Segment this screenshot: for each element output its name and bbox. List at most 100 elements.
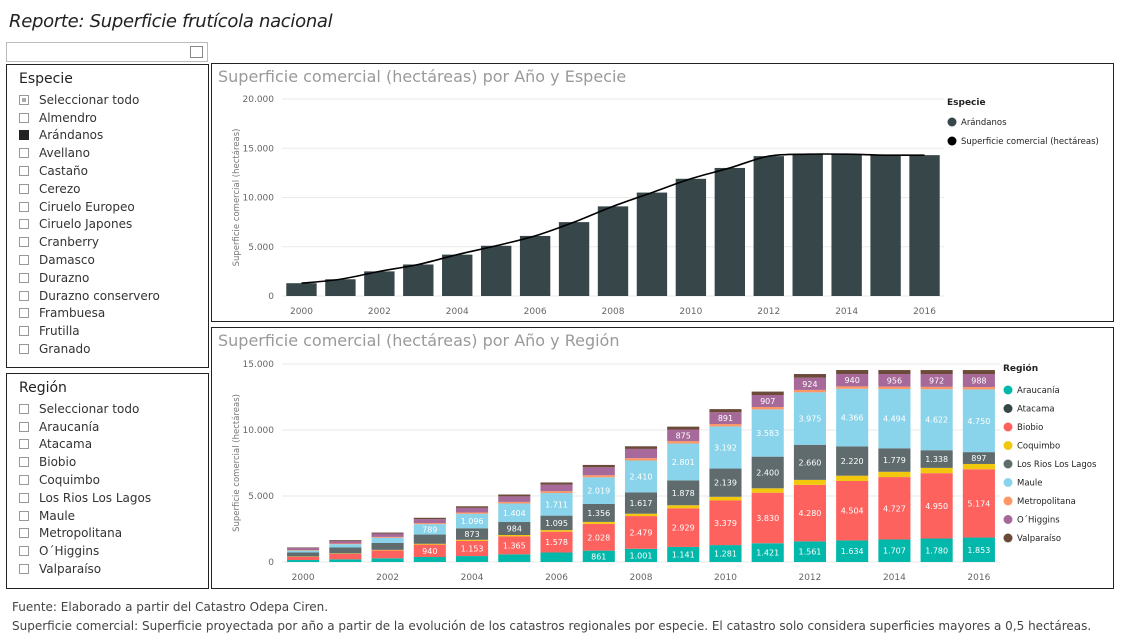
especie-item[interactable]: Frutilla bbox=[7, 322, 208, 340]
especie-item[interactable]: Seleccionar todo bbox=[7, 91, 208, 109]
stack-segment bbox=[667, 441, 700, 444]
stack-segment bbox=[962, 387, 995, 390]
y-tick-label: 0 bbox=[268, 292, 274, 302]
especie-checkbox[interactable] bbox=[19, 344, 29, 355]
stack-segment bbox=[624, 458, 658, 461]
report-title: Reporte: Superficie frutícola nacional bbox=[9, 11, 333, 32]
y-tick-label: 0 bbox=[268, 558, 274, 568]
especie-item[interactable]: Durazno bbox=[7, 269, 208, 287]
especie-checkbox[interactable] bbox=[19, 166, 29, 177]
x-tick-label: 2012 bbox=[757, 307, 780, 317]
region-item[interactable]: Maule bbox=[7, 507, 208, 525]
x-tick-label: 2010 bbox=[714, 573, 737, 583]
stack-segment bbox=[836, 388, 869, 447]
region-checkbox[interactable] bbox=[19, 564, 29, 575]
especie-item[interactable]: Cranberry bbox=[7, 233, 208, 251]
data-label: 891 bbox=[718, 414, 733, 423]
data-label: 4.504 bbox=[841, 507, 864, 516]
especie-item[interactable]: Durazno conservero bbox=[7, 287, 208, 305]
especie-item-label: Almendro bbox=[39, 110, 97, 125]
search-box[interactable] bbox=[6, 42, 208, 62]
stack-segment bbox=[793, 377, 826, 390]
especie-checkbox[interactable] bbox=[19, 326, 29, 337]
especie-checkbox[interactable] bbox=[19, 130, 29, 141]
region-item[interactable]: O´Higgins bbox=[7, 542, 208, 560]
region-checkbox[interactable] bbox=[19, 421, 29, 432]
stack-segment bbox=[667, 546, 700, 562]
especie-item[interactable]: Ciruelo Japones bbox=[7, 216, 208, 234]
y-tick-label: 15.000 bbox=[243, 144, 275, 154]
especie-item[interactable]: Castaño bbox=[7, 162, 208, 180]
especie-checkbox[interactable] bbox=[19, 183, 29, 194]
bar bbox=[909, 155, 940, 296]
especie-item[interactable]: Ciruelo Europeo bbox=[7, 198, 208, 216]
legend-marker bbox=[947, 117, 957, 127]
especie-checkbox[interactable] bbox=[19, 290, 29, 301]
legend-label: O´Higgins bbox=[1017, 515, 1060, 526]
region-item[interactable]: Araucanía bbox=[7, 418, 208, 436]
especie-checkbox[interactable] bbox=[19, 148, 29, 159]
stack-segment bbox=[287, 548, 320, 550]
especie-checkbox[interactable] bbox=[19, 308, 29, 319]
especie-checkbox[interactable] bbox=[19, 272, 29, 283]
region-checkbox[interactable] bbox=[19, 475, 29, 486]
region-checkbox[interactable] bbox=[19, 439, 29, 450]
region-item-label: Araucanía bbox=[39, 419, 100, 434]
data-label: 4.494 bbox=[883, 415, 906, 424]
region-checkbox[interactable] bbox=[19, 403, 29, 414]
especie-item[interactable]: Almendro bbox=[7, 109, 208, 127]
stack-segment bbox=[456, 556, 489, 562]
especie-item[interactable]: Arándanos bbox=[7, 127, 208, 145]
especie-checkbox[interactable] bbox=[19, 237, 29, 248]
data-label: 4.727 bbox=[883, 504, 906, 513]
region-checkbox[interactable] bbox=[19, 528, 29, 539]
legend-marker bbox=[1003, 515, 1013, 524]
region-item[interactable]: Biobio bbox=[7, 453, 208, 471]
region-checkbox[interactable] bbox=[19, 546, 29, 557]
stack-segment bbox=[582, 475, 615, 478]
especie-checkbox[interactable] bbox=[19, 112, 29, 123]
data-label: 988 bbox=[971, 377, 986, 386]
stack-segment bbox=[709, 412, 742, 425]
legend-marker bbox=[947, 136, 957, 146]
especie-checkbox[interactable] bbox=[19, 94, 29, 105]
especie-item-label: Castaño bbox=[39, 164, 88, 179]
footer-note: Superficie comercial: Superficie proyect… bbox=[12, 619, 1092, 633]
stack-segment bbox=[498, 496, 531, 502]
y-tick-label: 20.000 bbox=[243, 95, 275, 105]
footer-source: Fuente: Elaborado a partir del Catastro … bbox=[12, 600, 329, 614]
legend-label: Araucanía bbox=[1017, 386, 1060, 396]
especie-item[interactable]: Damasco bbox=[7, 251, 208, 269]
stack-segment bbox=[836, 370, 869, 374]
especie-item[interactable]: Granado bbox=[7, 340, 208, 358]
region-item[interactable]: Valparaíso bbox=[7, 560, 208, 578]
data-label: 861 bbox=[591, 552, 606, 561]
region-item[interactable]: Los Rios Los Lagos bbox=[7, 489, 208, 507]
stack-segment bbox=[793, 389, 826, 393]
legend-marker bbox=[1003, 441, 1013, 450]
data-label: 2.019 bbox=[587, 487, 610, 496]
especie-checkbox[interactable] bbox=[19, 255, 29, 266]
region-item[interactable]: Atacama bbox=[7, 436, 208, 454]
stack-segment bbox=[287, 556, 320, 561]
especie-item[interactable]: Avellano bbox=[7, 144, 208, 162]
especie-checkbox[interactable] bbox=[19, 219, 29, 230]
region-item[interactable]: Coquimbo bbox=[7, 471, 208, 489]
stack-segment bbox=[413, 519, 446, 524]
especie-checkbox[interactable] bbox=[19, 201, 29, 212]
region-checkbox[interactable] bbox=[19, 510, 29, 521]
especie-item[interactable]: Frambuesa bbox=[7, 305, 208, 323]
region-item[interactable]: Metropolitana bbox=[7, 525, 208, 543]
region-item[interactable]: Seleccionar todo bbox=[7, 400, 208, 418]
region-checkbox[interactable] bbox=[19, 492, 29, 503]
especie-item[interactable]: Cerezo bbox=[7, 180, 208, 198]
data-label: 2.139 bbox=[714, 479, 737, 488]
expand-icon[interactable] bbox=[190, 46, 203, 58]
especie-item-label: Ciruelo Europeo bbox=[39, 199, 135, 214]
bar bbox=[597, 206, 629, 296]
stack-segment bbox=[793, 444, 826, 480]
stack-segment bbox=[836, 540, 869, 562]
data-label: 1.878 bbox=[672, 489, 695, 498]
region-checkbox[interactable] bbox=[19, 457, 29, 468]
stack-segment bbox=[582, 467, 615, 476]
